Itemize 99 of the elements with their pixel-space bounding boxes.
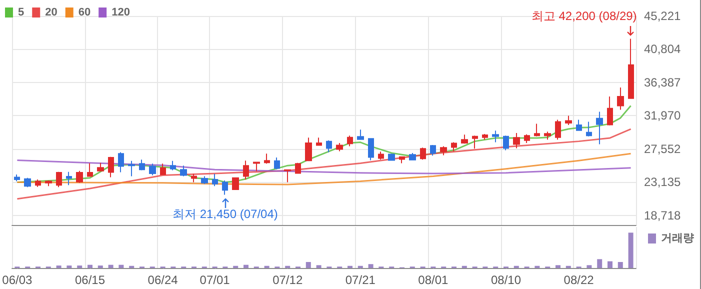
y-tick-label: 40,804: [644, 42, 682, 56]
legend-label: 60: [78, 6, 91, 18]
candlestick: [534, 123, 540, 137]
candlestick: [388, 153, 395, 161]
candlestick: [118, 152, 124, 173]
bar: [368, 264, 374, 268]
x-tick-label: 08/22: [564, 273, 594, 287]
candlestick: [326, 140, 332, 153]
candlestick: [451, 142, 457, 152]
y-tick-label: 36,387: [644, 75, 682, 90]
x-tick-label: 06/03: [2, 273, 33, 287]
candlestick: [316, 137, 322, 146]
candlestick: [482, 133, 488, 140]
candlestick: [222, 180, 228, 196]
annotation: 최저 21,450 (07/04): [172, 206, 278, 221]
candlestick: [420, 147, 426, 160]
candlestick: [357, 129, 364, 140]
candlestick: [607, 96, 613, 126]
candlestick: [232, 177, 239, 190]
candlestick: [596, 111, 603, 145]
legend-label: 120: [112, 6, 130, 18]
candlestick: [149, 163, 156, 176]
candlestick: [97, 162, 104, 172]
x-tick-label: 07/21: [345, 273, 376, 287]
candlestick: [565, 115, 572, 126]
candlestick: [430, 144, 436, 156]
x-tick-label: 08/01: [418, 273, 449, 287]
x-tick-label: 06/24: [148, 273, 178, 287]
candlestick: [66, 171, 72, 186]
candlestick: [139, 159, 145, 171]
candlestick: [56, 171, 62, 188]
candlestick: [368, 138, 374, 161]
y-tick-label: 23,135: [644, 175, 682, 190]
candlestick: [14, 174, 20, 182]
x-tick-label: 07/12: [272, 273, 303, 287]
line-series: [16, 160, 632, 174]
candlestick: [128, 160, 135, 177]
candlestick: [628, 38, 634, 99]
bar: [316, 265, 322, 268]
candlestick: [274, 157, 280, 170]
candlestick: [243, 160, 249, 180]
candlestick: [212, 173, 218, 187]
candlestick: [87, 162, 93, 177]
candlestick: [409, 152, 416, 161]
bar: [108, 264, 114, 268]
y-tick-label: 27,552: [644, 142, 682, 156]
candlestick: [305, 137, 312, 162]
bar: [118, 264, 124, 268]
candlestick: [284, 169, 291, 183]
bar: [618, 262, 623, 268]
y-tick-label: 18,718: [644, 208, 682, 222]
annotation: 최고 42,200 (08/29): [531, 8, 637, 23]
candlestick: [180, 165, 187, 177]
bar: [306, 262, 311, 268]
bar: [88, 264, 92, 268]
candlestick: [503, 135, 509, 151]
candlestick: [253, 161, 260, 172]
candlestick: [336, 142, 343, 152]
legend-label: 20: [45, 6, 58, 18]
bar: [556, 265, 560, 268]
candlestick: [576, 119, 582, 131]
bar: [586, 265, 592, 268]
candlestick: [24, 177, 31, 188]
candlestick: [108, 156, 114, 178]
bar: [597, 259, 602, 268]
candlestick: [347, 135, 353, 147]
candlestick: [201, 176, 208, 184]
bar: [628, 232, 634, 268]
candlestick: [399, 156, 405, 164]
candlestick: [191, 173, 197, 183]
candlestick: [461, 134, 468, 144]
x-tick-label: 06/15: [74, 273, 106, 287]
candlestick: [472, 135, 478, 150]
candlestick: [160, 163, 166, 176]
candlestick: [586, 121, 592, 137]
bar: [244, 264, 248, 268]
candlestick: [440, 146, 447, 156]
y-tick-label: 45,221: [644, 9, 682, 23]
line-series: [16, 152, 632, 186]
legend-label: 거래량: [661, 232, 694, 244]
x-tick-label: 07/01: [200, 273, 230, 287]
candlestick: [45, 180, 52, 187]
candlestick: [617, 86, 624, 110]
line-series: [16, 128, 632, 200]
legend-label: 5: [18, 6, 24, 18]
x-tick-label: 08/10: [490, 273, 522, 287]
candlestick: [170, 160, 176, 171]
candlestick: [492, 130, 499, 143]
candlestick: [264, 153, 270, 164]
y-tick-label: 31,970: [644, 108, 682, 123]
candlestick: [544, 131, 551, 140]
candlestick: [295, 162, 301, 174]
candlestick: [555, 119, 561, 140]
candlestick: [524, 134, 530, 144]
candlestick: [76, 170, 83, 184]
candlestick: [35, 179, 41, 188]
candlestick: [378, 151, 384, 160]
bar: [608, 261, 612, 268]
candlestick: [513, 132, 520, 149]
